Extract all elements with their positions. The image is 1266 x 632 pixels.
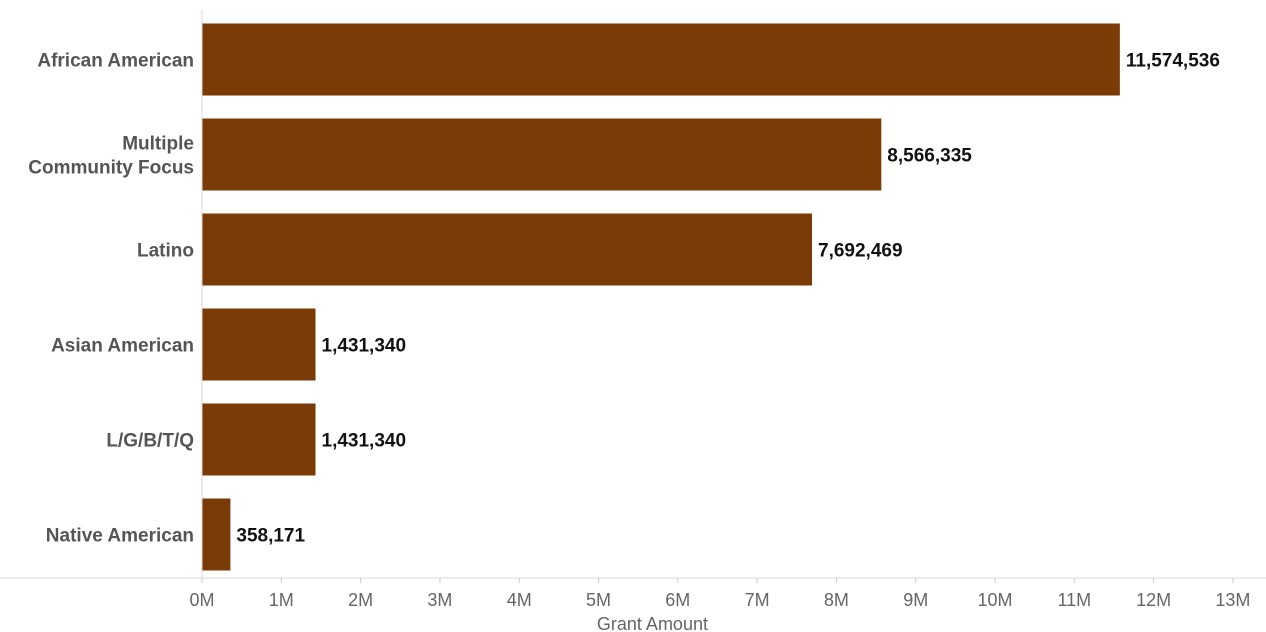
bars-group <box>202 23 1120 571</box>
x-tick-label: 12M <box>1136 590 1171 610</box>
x-tick-label: 2M <box>348 590 373 610</box>
bar-multiple-community-focus <box>202 118 882 191</box>
bar-asian-american <box>202 308 316 381</box>
x-tick-label: 7M <box>745 590 770 610</box>
value-label: 358,171 <box>236 526 305 547</box>
category-label-line: Native American <box>46 526 194 547</box>
x-tick-label: 6M <box>665 590 690 610</box>
category-label: Latino <box>137 241 194 262</box>
category-label-line: Multiple <box>122 134 194 155</box>
x-axis-ticks: 0M 1M 2M 3M 4M 5M 6M 7M 8M 9M 10M 11M 12M 13M <box>189 578 1250 610</box>
category-label-line: Community Focus <box>28 158 194 179</box>
value-label: 11,574,536 <box>1126 51 1220 72</box>
category-label: Multiple Community Focus <box>28 134 194 179</box>
value-label: 1,431,340 <box>322 336 407 357</box>
x-tick-label: 11M <box>1057 590 1091 610</box>
x-tick-label: 4M <box>507 590 532 610</box>
category-label-line: L/G/B/T/Q <box>106 431 194 452</box>
x-tick-label: 13M <box>1215 590 1250 610</box>
x-axis-title: Grant Amount <box>597 614 708 632</box>
category-label-line: Latino <box>137 241 194 262</box>
bar-native-american <box>202 498 231 571</box>
category-label-line: Asian American <box>51 336 194 357</box>
category-label: Asian American <box>51 336 194 357</box>
value-label: 1,431,340 <box>322 431 407 452</box>
value-label: 8,566,335 <box>887 146 972 167</box>
category-label: African American <box>37 51 194 72</box>
bar-latino <box>202 213 813 286</box>
x-tick-label: 0M <box>189 590 214 610</box>
x-tick-label: 3M <box>427 590 452 610</box>
category-label-line: African American <box>37 51 194 72</box>
x-tick-label: 1M <box>269 590 294 610</box>
x-tick-label: 9M <box>903 590 928 610</box>
value-labels: 11,574,536 8,566,335 7,692,469 1,431,340 1,4… <box>236 51 1220 547</box>
value-label: 7,692,469 <box>818 241 903 262</box>
category-label: Native American <box>46 526 194 547</box>
bar-l-g-b-t-q <box>202 403 316 476</box>
bar-african-american <box>202 23 1120 96</box>
category-label: L/G/B/T/Q <box>106 431 194 452</box>
x-tick-label: 5M <box>586 590 611 610</box>
x-tick-label: 10M <box>977 590 1012 610</box>
x-tick-label: 8M <box>824 590 849 610</box>
category-labels: African American Multiple Community Focus L… <box>28 51 194 547</box>
